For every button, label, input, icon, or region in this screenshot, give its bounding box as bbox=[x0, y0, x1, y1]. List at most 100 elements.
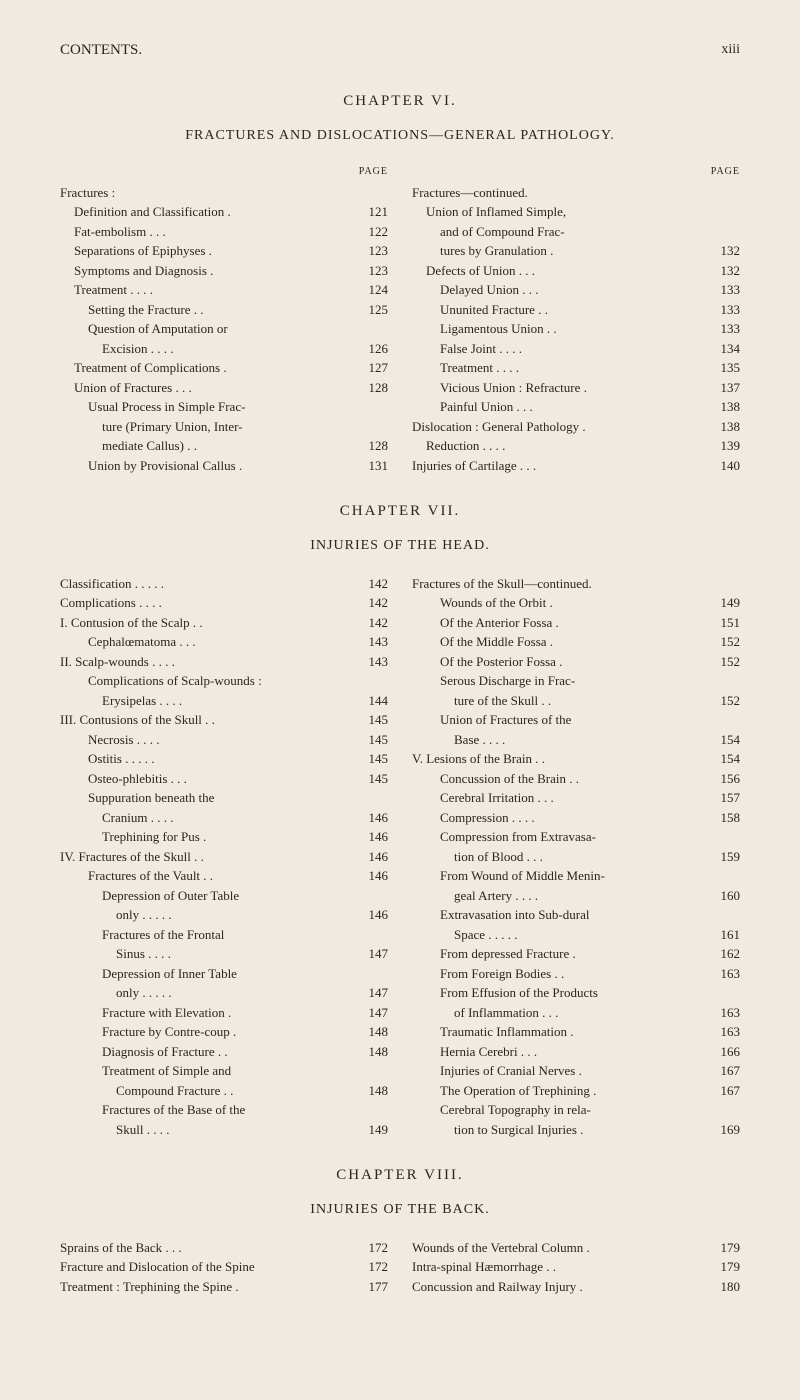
toc-entry-text: Setting the Fracture . . bbox=[88, 300, 204, 320]
toc-leader bbox=[191, 782, 356, 783]
toc-entry-text: Compression . . . . bbox=[440, 808, 535, 828]
toc-line: Treatment of Complications .127 bbox=[60, 358, 388, 378]
toc-leader bbox=[526, 352, 708, 353]
toc-entry-text: Cerebral Irritation . . . bbox=[440, 788, 554, 808]
toc-line: Ununited Fracture . .133 bbox=[412, 300, 740, 320]
toc-entry-page: 148 bbox=[360, 1081, 388, 1101]
toc-leader bbox=[540, 469, 708, 470]
chapter-title: CHAPTER VIII. bbox=[60, 1165, 740, 1186]
toc-leader bbox=[558, 801, 708, 802]
toc-entry-page: 145 bbox=[360, 710, 388, 730]
toc-entry-text: Sprains of the Back . . . bbox=[60, 1238, 182, 1258]
toc-entry-page: 143 bbox=[360, 652, 388, 672]
toc-entry-text: Fractures of the Base of the bbox=[102, 1100, 245, 1120]
toc-entry-text: Of the Posterior Fossa . bbox=[440, 652, 562, 672]
section-title: FRACTURES AND DISLOCATIONS—GENERAL PATHO… bbox=[60, 126, 740, 146]
toc-entry-text: only . . . . . bbox=[116, 983, 172, 1003]
toc-line: tures by Granulation .132 bbox=[412, 241, 740, 261]
toc-line: Complications . . . . 142 bbox=[60, 593, 388, 613]
toc-entry-text: tion of Blood . . . bbox=[454, 847, 543, 867]
toc-column-right: Fractures of the Skull—continued.Wounds … bbox=[412, 574, 740, 1140]
toc-line: ture of the Skull . .152 bbox=[412, 691, 740, 711]
toc-entry-text: Space . . . . . bbox=[454, 925, 518, 945]
toc-entry-text: Treatment . . . . bbox=[74, 280, 153, 300]
toc-line: Ligamentous Union . .133 bbox=[412, 319, 740, 339]
toc-leader bbox=[600, 840, 708, 841]
toc-entry-text: Union of Inflamed Simple, bbox=[426, 202, 566, 222]
toc-entry-text: Compression from Extravasa- bbox=[440, 827, 596, 847]
toc-line: I. Contusion of the Scalp . .142 bbox=[60, 613, 388, 633]
toc-line: Fractures of the Frontal bbox=[60, 925, 388, 945]
toc-line: only . . . . .147 bbox=[60, 983, 388, 1003]
toc-columns: PAGEFractures :Definition and Classifica… bbox=[60, 164, 740, 476]
toc-entry-text: only . . . . . bbox=[116, 905, 172, 925]
toc-line: Cephalœmatoma . . .143 bbox=[60, 632, 388, 652]
toc-leader bbox=[247, 430, 356, 431]
toc-entry-text: Treatment of Simple and bbox=[102, 1061, 231, 1081]
toc-leader bbox=[583, 782, 708, 783]
toc-leader bbox=[176, 996, 356, 997]
toc-line: False Joint . . . .134 bbox=[412, 339, 740, 359]
toc-leader bbox=[241, 977, 356, 978]
page-label: PAGE bbox=[60, 164, 388, 179]
toc-entry-text: Union of Fractures of the bbox=[440, 710, 571, 730]
toc-entry-text: Of the Middle Fossa . bbox=[440, 632, 553, 652]
toc-entry-page: 145 bbox=[360, 749, 388, 769]
toc-entry-page: 160 bbox=[712, 886, 740, 906]
toc-leader bbox=[590, 430, 708, 431]
toc-entry-page: 132 bbox=[712, 241, 740, 261]
toc-line: Painful Union . . .138 bbox=[412, 397, 740, 417]
toc-line: Vicious Union : Refracture .137 bbox=[412, 378, 740, 398]
toc-entry-text: Ostitis . . . . . bbox=[88, 749, 154, 769]
toc-line: Space . . . . .161 bbox=[412, 925, 740, 945]
toc-leader bbox=[175, 957, 356, 958]
toc-entry-text: Symptoms and Diagnosis . bbox=[74, 261, 213, 281]
toc-leader bbox=[158, 762, 356, 763]
toc-entry-text: Complications . . . . bbox=[60, 593, 162, 613]
toc-leader bbox=[557, 645, 708, 646]
toc-entry-text: Excision . . . . bbox=[102, 339, 174, 359]
toc-entry-page: 135 bbox=[712, 358, 740, 378]
toc-line: II. Scalp-wounds . . . .143 bbox=[60, 652, 388, 672]
toc-leader bbox=[231, 371, 356, 372]
toc-entry-text: Cephalœmatoma . . . bbox=[88, 632, 196, 652]
toc-entry-page: 162 bbox=[712, 944, 740, 964]
toc-leader bbox=[562, 1016, 708, 1017]
toc-leader bbox=[522, 938, 708, 939]
toc-leader bbox=[176, 918, 356, 919]
toc-leader bbox=[218, 801, 356, 802]
toc-entry-page: 180 bbox=[712, 1277, 740, 1297]
toc-entry-text: Definition and Classification . bbox=[74, 202, 231, 222]
toc-entry-text: tion to Surgical Injuries . bbox=[454, 1120, 583, 1140]
toc-entry-page: 149 bbox=[712, 593, 740, 613]
toc-leader bbox=[228, 938, 356, 939]
toc-entry-text: Erysipelas . . . . bbox=[102, 691, 182, 711]
toc-leader bbox=[587, 1290, 708, 1291]
toc-leader bbox=[539, 274, 708, 275]
toc-line: Extravasation into Sub-dural bbox=[412, 905, 740, 925]
toc-leader bbox=[555, 704, 708, 705]
toc-entry-text: Ununited Fracture . . bbox=[440, 300, 548, 320]
toc-leader bbox=[509, 449, 708, 450]
toc-line: mediate Callus) . .128 bbox=[60, 436, 388, 456]
toc-entry-text: Cranium . . . . bbox=[102, 808, 174, 828]
toc-line: Depression of Inner Table bbox=[60, 964, 388, 984]
toc-entry-text: Treatment . . . . bbox=[440, 358, 519, 378]
toc-leader bbox=[200, 645, 356, 646]
toc-line: Definition and Classification .121 bbox=[60, 202, 388, 222]
toc-leader bbox=[168, 587, 356, 588]
toc-line: Base . . . .154 bbox=[412, 730, 740, 750]
toc-entry-page: 142 bbox=[360, 593, 388, 613]
toc-leader bbox=[595, 1113, 708, 1114]
toc-leader bbox=[219, 723, 356, 724]
toc-line: Fractures of the Vault . .146 bbox=[60, 866, 388, 886]
toc-entry-text: Hernia Cerebri . . . bbox=[440, 1042, 537, 1062]
toc-entry-text: Fracture by Contre-coup . bbox=[102, 1022, 236, 1042]
toc-entry-text: Injuries of Cranial Nerves . bbox=[440, 1061, 582, 1081]
toc-line: Sprains of the Back . . .172 bbox=[60, 1238, 388, 1258]
toc-line: Depression of Outer Table bbox=[60, 886, 388, 906]
toc-entry-page: 152 bbox=[712, 691, 740, 711]
toc-entry-page: 146 bbox=[360, 847, 388, 867]
toc-leader bbox=[523, 371, 708, 372]
toc-leader bbox=[593, 918, 708, 919]
